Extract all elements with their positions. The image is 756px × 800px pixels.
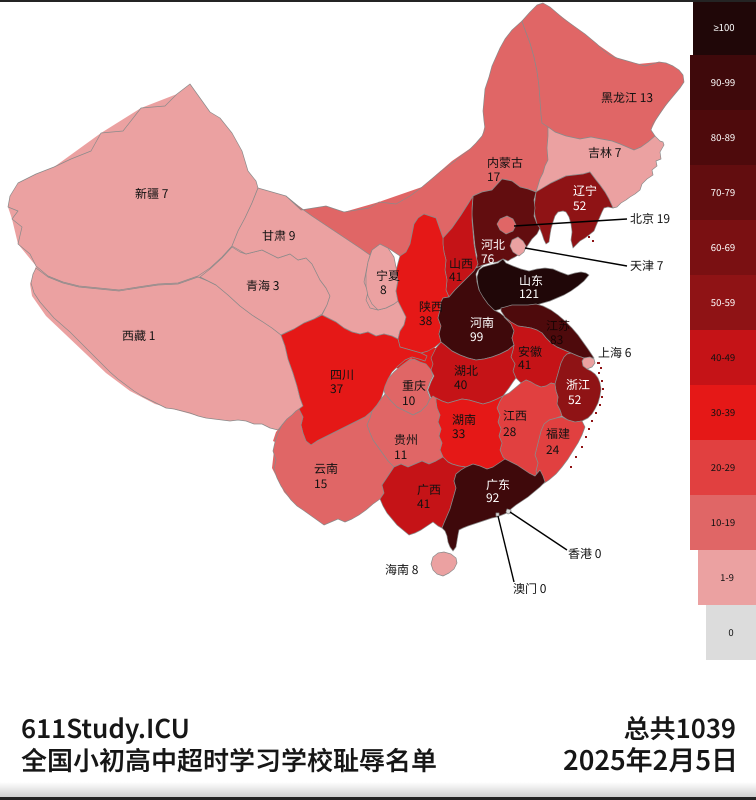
svg-text:内蒙古: 内蒙古 — [487, 154, 523, 171]
svg-text:湖南: 湖南 — [452, 411, 476, 428]
svg-text:山东: 山东 — [519, 272, 543, 289]
svg-text:83: 83 — [550, 331, 563, 348]
svg-text:76: 76 — [481, 250, 495, 267]
svg-text:30-39: 30-39 — [711, 405, 735, 419]
svg-text:90-99: 90-99 — [711, 75, 735, 89]
svg-text:60-69: 60-69 — [711, 240, 735, 254]
svg-text:41: 41 — [417, 495, 430, 512]
svg-text:总共1039: 总共1039 — [624, 709, 736, 746]
svg-text:17: 17 — [487, 168, 501, 185]
svg-text:天津 7: 天津 7 — [630, 257, 664, 274]
svg-text:湖北: 湖北 — [454, 362, 478, 379]
svg-text:澳门 0: 澳门 0 — [513, 580, 547, 597]
svg-text:40-49: 40-49 — [711, 350, 735, 364]
svg-text:1-9: 1-9 — [720, 570, 734, 584]
svg-text:41: 41 — [518, 356, 531, 373]
svg-text:40: 40 — [454, 376, 468, 393]
svg-text:青海 3: 青海 3 — [246, 277, 279, 294]
svg-text:15: 15 — [314, 475, 328, 492]
svg-text:江西: 江西 — [503, 407, 527, 424]
svg-text:辽宁: 辽宁 — [573, 182, 597, 199]
svg-text:吉林 7: 吉林 7 — [588, 144, 622, 161]
svg-text:52: 52 — [573, 197, 587, 214]
svg-text:≥100: ≥100 — [713, 20, 734, 34]
svg-text:河南: 河南 — [470, 314, 494, 331]
svg-text:北京 19: 北京 19 — [630, 210, 670, 227]
svg-text:20-29: 20-29 — [711, 460, 735, 474]
svg-text:37: 37 — [330, 380, 344, 397]
svg-text:新疆 7: 新疆 7 — [135, 185, 169, 202]
svg-text:江苏: 江苏 — [546, 317, 570, 334]
svg-text:海南 8: 海南 8 — [385, 561, 419, 578]
svg-text:38: 38 — [419, 312, 433, 329]
svg-text:香港 0: 香港 0 — [568, 545, 602, 562]
svg-text:70-79: 70-79 — [711, 185, 735, 199]
svg-text:10-19: 10-19 — [711, 515, 735, 529]
svg-text:121: 121 — [519, 285, 539, 302]
svg-text:33: 33 — [452, 425, 465, 442]
svg-text:西藏 1: 西藏 1 — [122, 327, 155, 344]
svg-text:甘肃 9: 甘肃 9 — [262, 227, 296, 244]
svg-text:28: 28 — [503, 423, 517, 440]
svg-text:贵州: 贵州 — [394, 431, 418, 448]
svg-text:41: 41 — [449, 268, 462, 285]
svg-text:24: 24 — [546, 441, 560, 458]
svg-text:2025年2月5日: 2025年2月5日 — [563, 739, 738, 778]
svg-text:全国小初高中超时学习学校耻辱名单: 全国小初高中超时学习学校耻辱名单 — [21, 741, 437, 778]
svg-text:52: 52 — [568, 391, 582, 408]
svg-text:611Study.ICU: 611Study.ICU — [21, 709, 190, 746]
svg-text:四川: 四川 — [330, 366, 354, 383]
svg-text:宁夏: 宁夏 — [376, 267, 400, 284]
svg-text:80-89: 80-89 — [711, 130, 735, 144]
svg-text:陕西: 陕西 — [419, 298, 443, 315]
svg-text:50-59: 50-59 — [711, 295, 735, 309]
svg-text:8: 8 — [380, 281, 387, 298]
svg-text:云南: 云南 — [314, 460, 338, 477]
svg-text:99: 99 — [470, 328, 484, 345]
svg-text:广西: 广西 — [417, 481, 441, 498]
svg-text:福建: 福建 — [546, 425, 570, 442]
svg-text:0: 0 — [728, 625, 733, 639]
svg-text:山西: 山西 — [449, 255, 473, 272]
svg-text:上海 6: 上海 6 — [598, 344, 632, 361]
svg-text:黑龙江 13: 黑龙江 13 — [601, 89, 653, 106]
svg-text:河北: 河北 — [481, 236, 505, 253]
svg-text:浙江: 浙江 — [566, 376, 590, 393]
svg-text:11: 11 — [394, 446, 407, 463]
svg-text:10: 10 — [402, 392, 416, 409]
svg-text:广东: 广东 — [486, 476, 510, 493]
svg-text:92: 92 — [486, 489, 500, 506]
svg-text:重庆: 重庆 — [402, 377, 426, 394]
svg-text:安徽: 安徽 — [518, 343, 542, 360]
